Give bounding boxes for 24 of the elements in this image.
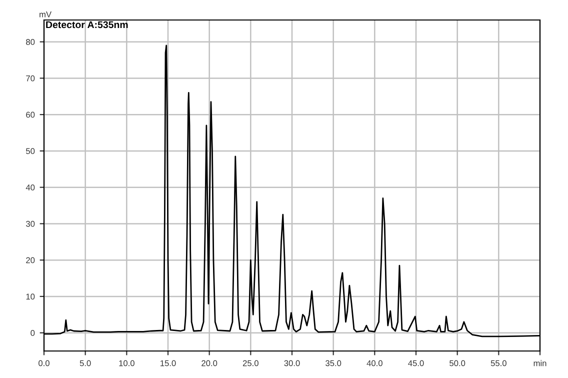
x-tick-label: 10.0 bbox=[119, 360, 134, 366]
x-tick-label: 15.0 bbox=[160, 360, 176, 366]
x-tick-label: 50.0 bbox=[450, 360, 466, 366]
y-tick-label: 50 bbox=[26, 148, 35, 154]
y-axis-title: mV bbox=[40, 12, 52, 18]
x-tick-label: 25.0 bbox=[242, 360, 258, 366]
x-tick-label: 30.0 bbox=[284, 360, 300, 366]
y-tick-label: 10 bbox=[26, 294, 35, 300]
x-tick-label: 45.0 bbox=[408, 360, 424, 366]
y-tick-label: 80 bbox=[26, 39, 35, 45]
y-tick-label: 40 bbox=[26, 184, 35, 190]
x-tick-label: 35.0 bbox=[326, 360, 342, 366]
y-tick-label: 60 bbox=[26, 112, 35, 118]
annotation: Detector A:535nm bbox=[46, 21, 128, 28]
y-tick-label: 20 bbox=[26, 257, 35, 264]
x-tick-label: min bbox=[534, 360, 546, 366]
x-tick-label: 0.0 bbox=[38, 360, 50, 366]
x-tick-label: 20.0 bbox=[202, 360, 218, 366]
x-tick-label: 40.0 bbox=[366, 360, 382, 366]
y-tick-label: 30 bbox=[26, 220, 35, 227]
y-tick-label: 0 bbox=[30, 330, 35, 336]
y-tick-label: 70 bbox=[26, 75, 35, 82]
x-tick-label: 5.0 bbox=[80, 360, 91, 366]
x-tick-label: 55.0 bbox=[490, 360, 506, 366]
